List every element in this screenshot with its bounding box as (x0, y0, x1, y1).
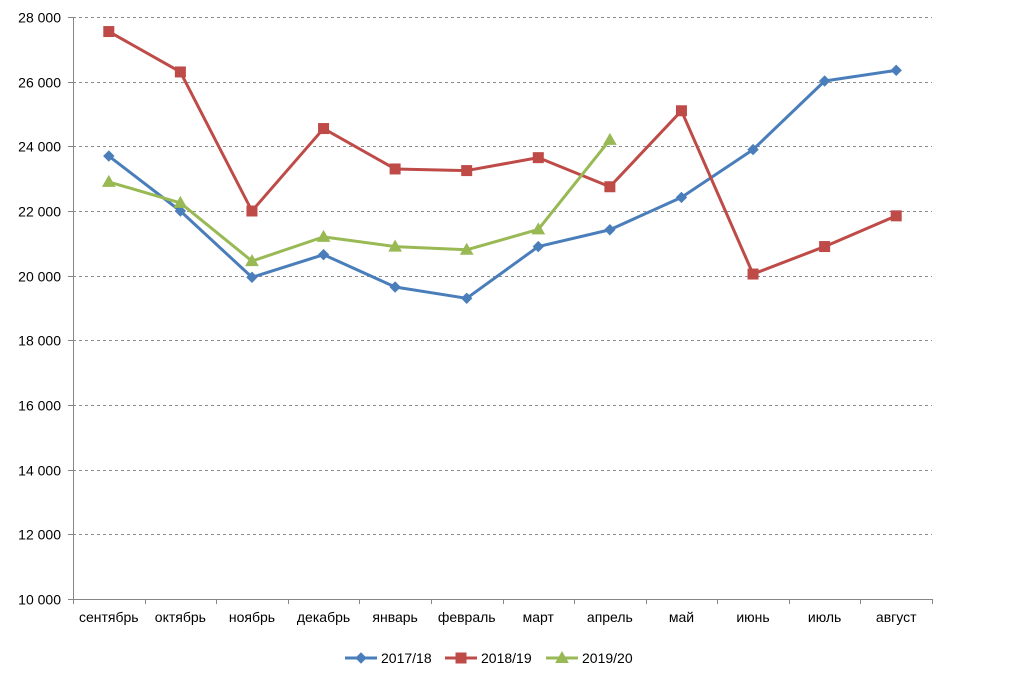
legend-item: 2017/18 (345, 650, 432, 666)
x-tick-label: ноябрь (229, 609, 275, 625)
data-point (747, 143, 759, 156)
legend: 2017/18 2018/19 2019/20 (345, 650, 633, 666)
y-tick-label: 16 000 (18, 398, 61, 414)
series-2019-20 (101, 132, 617, 267)
data-point (317, 248, 330, 261)
axes (68, 17, 933, 604)
y-tick-label: 14 000 (18, 463, 61, 479)
x-tick-label: сентябрь (79, 609, 139, 625)
y-tick-label: 28 000 (18, 10, 61, 26)
data-point (890, 64, 902, 77)
legend-label: 2018/19 (481, 650, 532, 666)
legend-marker (355, 652, 367, 664)
data-point (246, 205, 258, 217)
x-tick-label: апрель (587, 609, 633, 625)
x-tick-label: февраль (438, 609, 496, 625)
y-tick-label: 22 000 (18, 204, 61, 220)
series-2018-19 (103, 26, 902, 280)
data-point (388, 239, 402, 252)
series-line (107, 68, 897, 300)
data-point (103, 26, 115, 38)
data-point (890, 210, 902, 222)
legend-marker (555, 650, 569, 663)
y-tick-label: 18 000 (18, 333, 61, 349)
data-point (103, 150, 115, 162)
data-point (318, 123, 330, 135)
legend-item: 2019/20 (546, 650, 633, 666)
data-point (174, 205, 187, 217)
data-point (531, 222, 546, 235)
x-tick-label: январь (372, 609, 417, 625)
legend-item: 2018/19 (445, 650, 532, 666)
grid-lines (73, 17, 932, 535)
data-point (747, 268, 759, 280)
legend-label: 2017/18 (381, 650, 432, 666)
data-point (461, 292, 473, 305)
data-point (101, 174, 116, 187)
y-tick-label: 10 000 (18, 592, 61, 608)
x-axis-tick-labels: сентябрь октябрь ноябрь декабрь январь феврал… (79, 609, 917, 625)
x-tick-label: июнь (736, 609, 769, 625)
x-tick-label: август (876, 609, 917, 625)
series-layer (101, 26, 902, 305)
x-tick-label: март (523, 609, 555, 625)
data-point (818, 75, 831, 87)
data-point (675, 105, 687, 117)
y-tick-label: 26 000 (18, 75, 61, 91)
y-tick-label: 12 000 (18, 527, 61, 543)
legend-marker (455, 652, 467, 664)
data-point (174, 66, 186, 78)
data-point (461, 165, 473, 177)
legend-label: 2019/20 (582, 650, 633, 666)
data-point (532, 240, 544, 253)
data-point (604, 224, 616, 236)
data-point (389, 281, 401, 293)
data-point (389, 163, 401, 175)
x-tick-label: октябрь (155, 609, 206, 625)
data-point (819, 241, 831, 253)
series-line (108, 138, 612, 263)
x-tick-label: декабрь (297, 609, 350, 625)
y-axis-tick-labels: 10 000 12 000 14 000 16 000 18 000 20 000 22 0… (18, 10, 61, 608)
x-tick-label: июль (808, 609, 841, 625)
y-tick-label: 24 000 (18, 139, 61, 155)
data-point (245, 254, 259, 267)
data-point (532, 152, 544, 164)
x-tick-label: май (669, 609, 694, 625)
data-point (603, 132, 617, 145)
data-point (604, 181, 616, 193)
data-point (459, 242, 474, 255)
series-line (108, 30, 897, 276)
series-2017-18 (103, 64, 902, 305)
y-tick-label: 20 000 (18, 269, 61, 285)
data-point (173, 195, 188, 208)
data-point (675, 191, 688, 204)
data-point (316, 229, 331, 242)
data-point (246, 271, 258, 283)
